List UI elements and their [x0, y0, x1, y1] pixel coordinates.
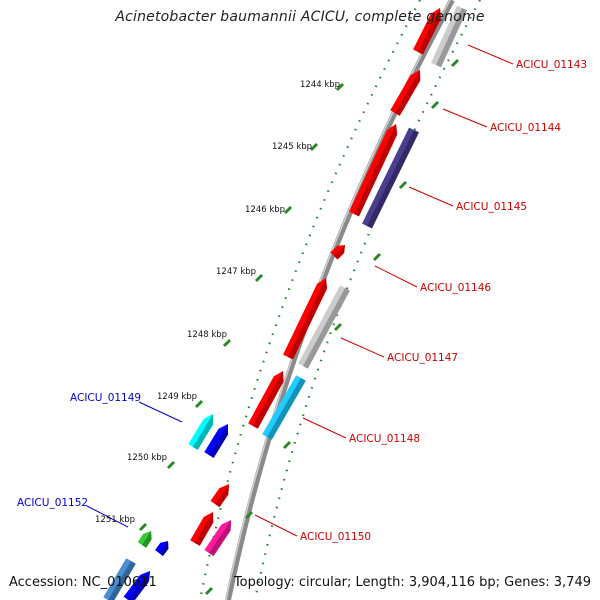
cds-feature-01150a[interactable]	[210, 484, 229, 508]
leader-01149	[138, 401, 183, 423]
gene-label-01145[interactable]: ACICU_01145	[456, 201, 527, 213]
tick-inner-2	[430, 100, 440, 110]
feature-body	[349, 124, 398, 217]
cds-feature-01148[interactable]	[248, 371, 284, 429]
feature-body	[123, 571, 150, 600]
gene-features	[103, 5, 468, 600]
scale-label-1248: 1248 kbp	[187, 330, 227, 340]
genome-summary-text: Topology: circular; Length: 3,904,116 bp…	[233, 575, 591, 590]
gene-label-01147[interactable]: ACICU_01147	[387, 352, 458, 364]
cds-feature-01150[interactable]	[190, 512, 214, 546]
tick-inner-1	[450, 58, 460, 68]
cds-feature-01153[interactable]	[103, 558, 136, 600]
gene-label-01148[interactable]: ACICU_01148	[349, 433, 420, 445]
gene-feature-01152[interactable]	[155, 541, 169, 556]
feature-shade	[193, 414, 214, 450]
feature-shade	[209, 520, 231, 557]
scale-ticks	[138, 58, 460, 596]
cds-feature-01147[interactable]	[283, 278, 328, 360]
scale-label-1245: 1245 kbp	[272, 142, 312, 152]
tick-inner-8	[204, 586, 214, 596]
feature-body	[283, 278, 328, 360]
feature-shade	[288, 278, 328, 360]
feature-shade	[334, 245, 345, 260]
gene-feature-01147[interactable]	[298, 285, 350, 369]
gene-label-01144[interactable]: ACICU_01144	[490, 122, 561, 134]
gene-feature-01150[interactable]	[204, 520, 231, 557]
leader-01152	[86, 505, 129, 528]
scale-label-1246: 1246 kbp	[245, 205, 285, 215]
leader-lines	[86, 44, 514, 537]
feature-body	[204, 520, 231, 557]
feature-body	[188, 414, 214, 450]
gene-label-01150[interactable]: ACICU_01150	[300, 531, 371, 543]
scale-label-1244: 1244 kbp	[300, 80, 340, 90]
tick-inner-6	[282, 440, 292, 450]
leader-01145	[408, 186, 454, 207]
tick-inner-3	[398, 180, 408, 190]
leader-01147	[340, 337, 385, 358]
gene-label-01152[interactable]: ACICU_01152	[17, 497, 88, 509]
gene-feature-01145[interactable]	[362, 127, 419, 229]
feature-shade	[159, 541, 169, 556]
tick-inner-4	[372, 252, 382, 262]
feature-body	[248, 371, 284, 429]
inner-tick-track	[253, 0, 481, 600]
cds-feature-01144[interactable]	[390, 70, 421, 116]
gene-feature-01149[interactable]	[204, 424, 228, 458]
leader-01143	[467, 44, 514, 65]
tick-1246	[283, 205, 293, 215]
feature-shade	[209, 424, 228, 458]
cds-feature-01149[interactable]	[188, 414, 214, 450]
map-title: Acinetobacter baumannii ACICU, complete …	[115, 9, 485, 25]
tick-1247	[254, 273, 264, 283]
leader-01148	[302, 417, 347, 439]
feature-body	[210, 484, 229, 508]
feature-shade	[354, 124, 398, 217]
feature-shade	[215, 484, 229, 508]
feature-shade	[395, 70, 421, 116]
cds-feature-01145[interactable]	[349, 124, 398, 217]
cds-feature-01143[interactable]	[413, 8, 441, 55]
cds-feature-01152[interactable]	[137, 531, 152, 548]
gene-label-01146[interactable]: ACICU_01146	[420, 282, 491, 294]
gene-feature-01148[interactable]	[262, 375, 306, 440]
feature-body	[204, 424, 228, 458]
gene-label-01143[interactable]: ACICU_01143	[516, 59, 587, 71]
gene-feature-01143[interactable]	[430, 5, 468, 68]
leader-01146	[374, 265, 418, 288]
feature-body	[190, 512, 214, 546]
feature-shade	[367, 130, 419, 229]
tick-inner-5	[333, 322, 343, 332]
gene-feature-01153[interactable]	[123, 571, 150, 600]
scale-label-1250: 1250 kbp	[127, 453, 167, 463]
cds-feature-01146[interactable]	[330, 245, 345, 260]
tick-1249	[194, 399, 204, 409]
feature-shade	[253, 371, 284, 429]
scale-label-1249: 1249 kbp	[157, 392, 197, 402]
leader-01144	[442, 108, 488, 128]
feature-shade	[142, 531, 152, 548]
feature-body	[390, 70, 421, 116]
leader-01150	[254, 514, 298, 537]
tick-1244	[335, 82, 345, 92]
scale-label-1247: 1247 kbp	[216, 267, 256, 277]
tick-inner-7	[244, 510, 254, 520]
tick-1251	[138, 522, 148, 532]
gene-label-01149[interactable]: ACICU_01149	[70, 392, 141, 404]
feature-shade	[195, 512, 214, 546]
tick-1248	[222, 338, 232, 348]
feature-body	[413, 8, 441, 55]
feature-shade	[108, 561, 136, 600]
tick-1245	[309, 142, 319, 152]
feature-shade	[436, 8, 468, 68]
scale-label-1251: 1251 kbp	[95, 515, 135, 525]
feature-shade	[128, 571, 150, 600]
accession-text: Accession: NC_010611	[9, 575, 157, 590]
feature-shade	[267, 378, 306, 440]
feature-shade	[418, 8, 441, 55]
tick-1250	[166, 460, 176, 470]
feature-shade	[303, 288, 350, 369]
